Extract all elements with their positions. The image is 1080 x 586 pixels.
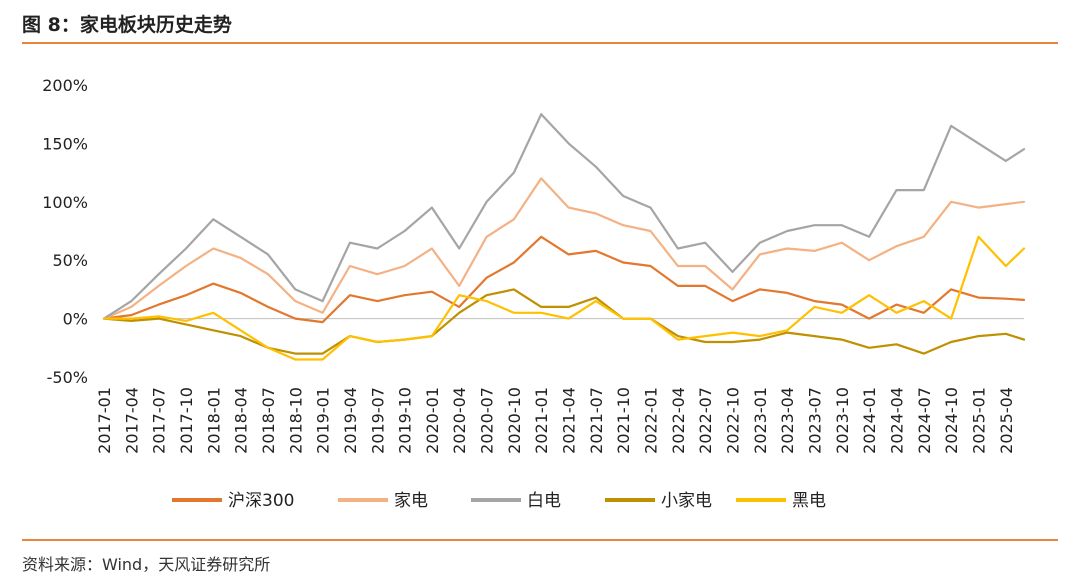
x-tick-label: 2017-10: [177, 387, 196, 454]
y-tick-label: 50%: [52, 251, 88, 270]
x-tick-label: 2025-01: [969, 387, 988, 454]
x-tick-label: 2024-07: [915, 387, 934, 454]
x-tick-label: 2023-01: [751, 387, 770, 454]
series-line: [102, 113, 1026, 320]
x-tick-label: 2018-10: [286, 387, 305, 454]
legend-label: 黑电: [792, 491, 826, 511]
figure-title: 图 8：家电板块历史走势: [22, 14, 232, 36]
x-tick-label: 2020-04: [450, 387, 469, 454]
source-divider: [22, 539, 1058, 541]
x-tick-label: 2019-10: [396, 387, 415, 454]
x-tick-label: 2024-10: [942, 387, 961, 454]
x-tick-label: 2023-10: [833, 387, 852, 454]
x-tick-label: 2017-01: [95, 387, 114, 454]
y-tick-label: 150%: [42, 134, 88, 153]
y-tick-label: 100%: [42, 193, 88, 212]
y-tick-label: -50%: [47, 368, 88, 387]
x-tick-label: 2023-04: [778, 387, 797, 454]
legend-label: 白电: [527, 491, 561, 511]
series-line: [102, 235, 1026, 361]
x-tick-label: 2021-07: [587, 387, 606, 454]
x-tick-label: 2024-04: [887, 387, 906, 454]
x-tick-label: 2019-07: [368, 387, 387, 454]
x-tick-label: 2023-07: [805, 387, 824, 454]
x-tick-label: 2018-01: [204, 387, 223, 454]
x-tick-label: 2020-07: [478, 387, 497, 454]
x-tick-label: 2018-07: [259, 387, 278, 454]
legend-label: 沪深300: [228, 491, 294, 511]
x-tick-label: 2017-07: [150, 387, 169, 454]
x-tick-label: 2024-01: [860, 387, 879, 454]
x-tick-label: 2021-01: [532, 387, 551, 454]
legend-label: 小家电: [661, 491, 712, 511]
series-line: [102, 288, 1026, 355]
x-tick-label: 2019-04: [341, 387, 360, 454]
title-divider: [22, 42, 1058, 44]
x-tick-label: 2022-01: [642, 387, 661, 454]
x-tick-label: 2022-10: [724, 387, 743, 454]
x-tick-label: 2017-04: [122, 387, 141, 454]
x-tick-label: 2019-01: [314, 387, 333, 454]
x-tick-label: 2018-04: [232, 387, 251, 454]
y-tick-label: 200%: [42, 76, 88, 95]
series-line: [102, 177, 1026, 320]
x-tick-label: 2021-04: [560, 387, 579, 454]
x-tick-label: 2020-01: [423, 387, 442, 454]
x-tick-label: 2021-10: [614, 387, 633, 454]
source-note: 资料来源：Wind，天风证券研究所: [22, 555, 271, 574]
legend-label: 家电: [394, 491, 428, 511]
x-tick-label: 2020-10: [505, 387, 524, 454]
x-tick-label: 2022-04: [669, 387, 688, 454]
series-line: [102, 235, 1026, 324]
x-tick-label: 2022-07: [696, 387, 715, 454]
line-chart: -50% 0% 50% 100% 150% 200% 2017-01 2017-04 2017-…: [42, 76, 1026, 511]
y-tick-label: 0%: [63, 310, 88, 329]
x-tick-label: 2025-04: [997, 387, 1016, 454]
